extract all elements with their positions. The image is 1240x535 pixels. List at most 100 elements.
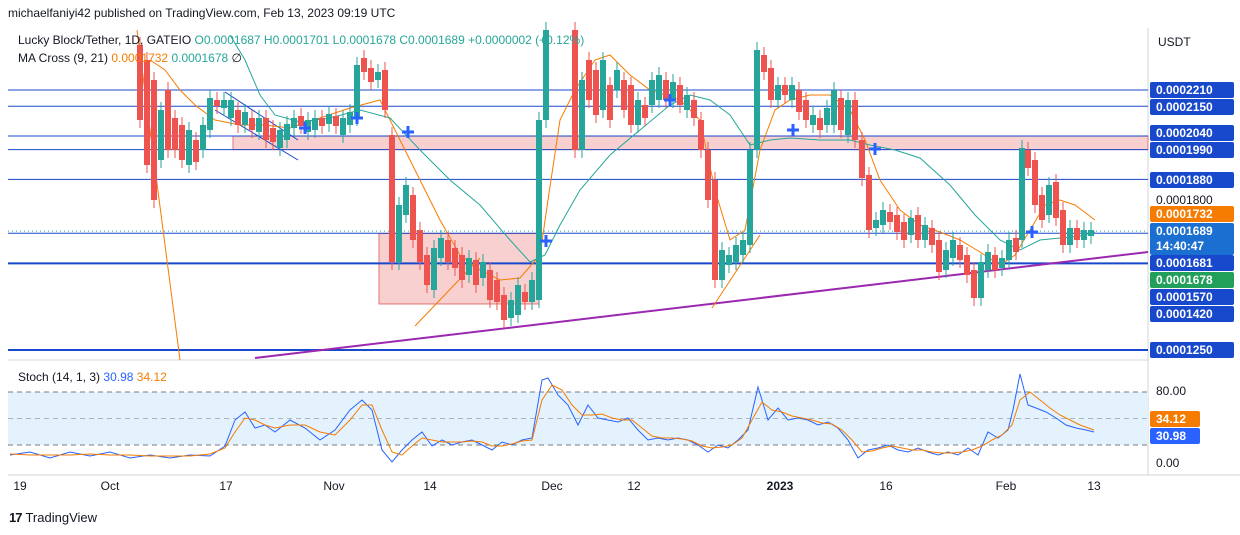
candle-body	[971, 270, 977, 298]
stoch-k-label: 30.98	[1150, 428, 1200, 444]
currency-label: USDT	[1158, 35, 1191, 49]
candle-body	[263, 118, 269, 140]
x-tick: 2023	[766, 479, 794, 493]
candle-body	[1013, 238, 1019, 252]
candle-body	[1067, 228, 1073, 245]
candle-body	[207, 98, 213, 130]
candle-body	[1081, 230, 1087, 240]
candle-body	[908, 218, 914, 235]
candle-body	[235, 110, 241, 125]
candle-body	[600, 60, 606, 110]
candle-body	[628, 85, 634, 125]
price-label: 0.0001250	[1150, 342, 1234, 358]
candle-body	[522, 292, 528, 302]
candle-body	[572, 30, 578, 150]
supply-zone	[232, 135, 1149, 151]
candle-body	[382, 70, 388, 110]
candle-body	[1025, 150, 1031, 168]
price-label: 0.0002210	[1150, 82, 1234, 98]
candle-body	[186, 130, 192, 165]
x-tick: Nov	[323, 479, 345, 493]
candle-body	[929, 228, 935, 245]
candle-body	[1046, 185, 1052, 215]
candle-body	[649, 80, 655, 105]
candle-body	[579, 80, 585, 150]
price-label: 0.0002150	[1150, 99, 1234, 115]
candle-body	[586, 60, 592, 100]
candle-body	[782, 85, 788, 95]
candle-body	[726, 255, 732, 265]
candle-body	[298, 116, 304, 126]
candle-body	[431, 248, 437, 290]
candle-body	[761, 55, 767, 72]
candle-body	[677, 85, 683, 105]
candle-body	[417, 230, 423, 262]
candle-body	[158, 110, 164, 160]
candle-body	[698, 120, 704, 150]
ma-legend: MA Cross (9, 21) 0.0001732 0.0001678 ∅	[18, 51, 242, 65]
x-tick: Feb	[995, 479, 1017, 493]
candle-body	[452, 248, 458, 268]
candle-body	[747, 150, 753, 245]
candle-body	[642, 105, 648, 118]
stoch-d-value: 34.12	[136, 370, 167, 384]
candle-body	[887, 212, 893, 222]
brand-name: TradingView	[25, 510, 98, 525]
candle-body	[270, 128, 276, 142]
candle-body	[200, 125, 206, 150]
ma-fast-value: 0.0001732	[111, 51, 169, 65]
stoch-level-0: 0.00	[1156, 456, 1180, 470]
candle-body	[978, 262, 984, 298]
candle-body	[1019, 148, 1025, 240]
candle-body	[936, 240, 942, 272]
candle-body	[172, 118, 178, 150]
candle-body	[501, 295, 507, 320]
candle-body	[950, 240, 956, 258]
ma-extra: ∅	[231, 51, 242, 65]
stoch-k-value: 30.98	[103, 370, 134, 384]
candle-body	[515, 285, 521, 315]
ma-fast-line	[136, 29, 181, 361]
x-tick: Oct	[100, 479, 120, 493]
candle-body	[179, 125, 185, 160]
candle-body	[593, 70, 599, 115]
candle-body	[144, 60, 150, 165]
price-label: 0.0001880	[1150, 172, 1234, 188]
x-tick: 17	[219, 479, 233, 493]
candle-body	[824, 108, 830, 125]
candle-body	[957, 245, 963, 260]
candle-body	[438, 238, 444, 258]
candle-body	[705, 150, 711, 200]
channel-line	[214, 109, 299, 161]
candle-body	[368, 68, 374, 82]
candle-body	[740, 240, 746, 255]
candle-body	[789, 85, 795, 100]
candle-body	[354, 65, 360, 118]
candle-body	[614, 70, 620, 90]
candle-body	[389, 135, 395, 262]
candle-body	[193, 140, 199, 162]
candle-body	[684, 95, 690, 110]
x-tick: 16	[879, 479, 893, 493]
trendline	[254, 251, 1149, 359]
candle-body	[1060, 210, 1066, 245]
candle-body	[277, 130, 283, 148]
candle-body	[249, 118, 255, 130]
candle-body	[1074, 228, 1080, 240]
candle-body	[319, 118, 325, 126]
candle-body	[494, 280, 500, 302]
candle-body	[480, 262, 486, 278]
stoch-d-line	[9, 384, 1095, 457]
candle-body	[1053, 182, 1059, 218]
candle-body	[754, 50, 760, 150]
candle-body	[768, 68, 774, 100]
candle-body	[663, 80, 669, 100]
ma-fast-line	[711, 234, 761, 309]
candle-body	[838, 98, 844, 130]
candle-body	[340, 118, 346, 135]
candle-body	[901, 222, 907, 240]
ohlc-values: O0.0001687 H0.0001701 L0.0001678 C0.0001…	[194, 33, 585, 47]
candle-body	[873, 220, 879, 228]
candle-body	[326, 114, 332, 124]
